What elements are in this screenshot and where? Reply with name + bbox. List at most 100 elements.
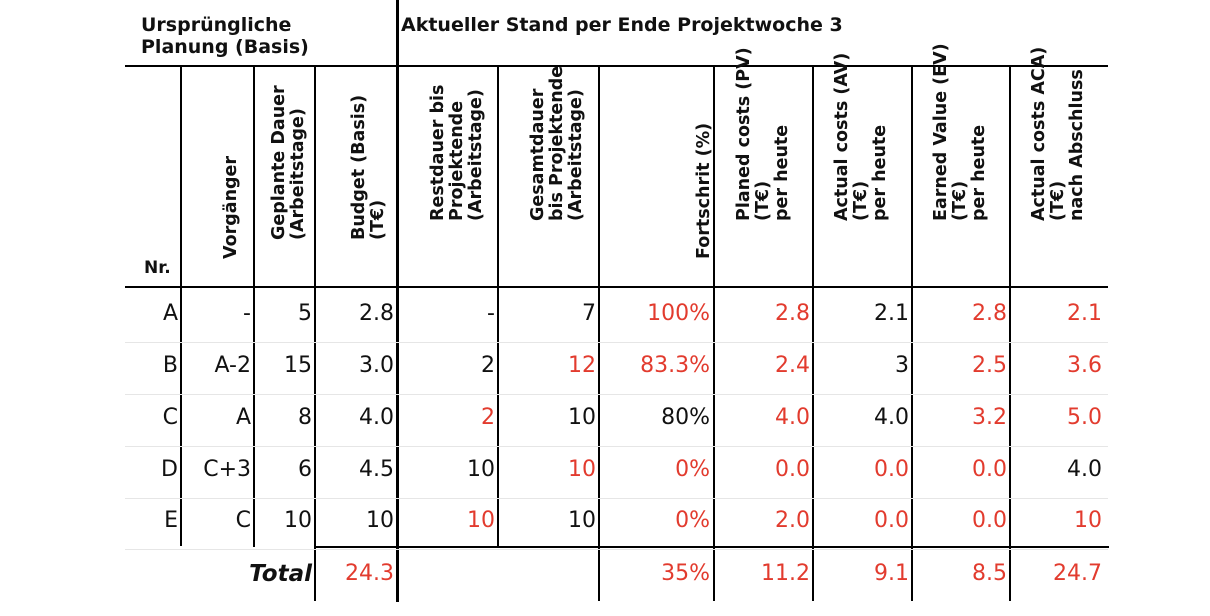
- cell-aca: 5.0: [1067, 405, 1102, 430]
- cell-gesamt: 7: [582, 301, 596, 326]
- aca-label-3: nach Abschluss: [1067, 69, 1087, 221]
- cell-rest: 10: [467, 508, 495, 533]
- total-aca: 24.7: [1053, 561, 1102, 586]
- column-header-rule: [125, 286, 1108, 288]
- av-label-1: Actual costs (AV): [832, 52, 852, 221]
- cell-gesamt: 12: [568, 353, 596, 378]
- total-budget: 24.3: [345, 561, 394, 586]
- cell-budget: 2.8: [359, 301, 394, 326]
- cell-nr: C: [162, 405, 178, 430]
- cell-budget: 10: [366, 508, 394, 533]
- cell-dauer: 6: [298, 457, 312, 482]
- current-status-header: Aktueller Stand per Ende Projektwoche 3: [401, 14, 843, 36]
- basis-header-line2: Planung (Basis): [141, 36, 309, 58]
- col-line-3: [314, 66, 316, 601]
- row-separator: [125, 549, 1108, 550]
- av-label-3: per heute: [870, 124, 890, 221]
- budget-label-2: (T€): [368, 199, 388, 240]
- gesamt-label-2: bis Projektende: [547, 65, 567, 221]
- cell-ev: 2.8: [972, 301, 1007, 326]
- ev-label-1: Earned Value (EV): [931, 43, 951, 221]
- column-header-budget: Budget (Basis) (T€): [345, 70, 395, 282]
- column-header-nr: Nr.: [144, 258, 171, 278]
- cell-gesamt: 10: [568, 457, 596, 482]
- cell-aca: 10: [1074, 508, 1102, 533]
- pv-label-3: per heute: [772, 124, 792, 221]
- cell-gesamt: 10: [568, 508, 596, 533]
- col-line-6: [598, 66, 600, 601]
- dauer-label-1: Geplante Dauer: [269, 85, 289, 240]
- cell-pv: 2.0: [775, 508, 810, 533]
- row-separator: [125, 342, 1108, 343]
- total-ev: 8.5: [972, 561, 1007, 586]
- aca-label-2: (T€): [1048, 180, 1068, 221]
- cell-gesamt: 10: [568, 405, 596, 430]
- column-header-gesamtdauer: Gesamtdauer bis Projektende (Arbeitstage…: [525, 66, 586, 282]
- cell-rest: 2: [481, 353, 495, 378]
- basis-header-line1: Ursprüngliche: [141, 14, 292, 36]
- cell-vorg: A: [235, 405, 251, 430]
- column-header-av: Actual costs (AV) (T€) per heute: [823, 53, 903, 282]
- fortschritt-label: Fortschrit (%): [694, 122, 714, 259]
- budget-label-1: Budget (Basis): [349, 94, 369, 240]
- total-fortschritt: 35%: [661, 561, 710, 586]
- cell-fort: 0%: [675, 457, 710, 482]
- pv-label-2: (T€): [753, 180, 773, 221]
- cell-pv: 4.0: [775, 405, 810, 430]
- cell-rest: 2: [481, 405, 495, 430]
- cell-dauer: 5: [298, 301, 312, 326]
- cell-aca: 4.0: [1067, 457, 1102, 482]
- column-header-vorgaenger: Vorgänger: [212, 70, 252, 282]
- cell-aca: 3.6: [1067, 353, 1102, 378]
- col-line-1: [180, 66, 182, 546]
- group-divider: [396, 0, 399, 602]
- cell-fort: 0%: [675, 508, 710, 533]
- column-header-fortschritt: Fortschrit (%): [690, 70, 720, 282]
- total-label: Total: [249, 561, 312, 587]
- col-line-8: [812, 66, 814, 601]
- gesamt-label-1: Gesamtdauer: [528, 88, 548, 221]
- cell-rest: -: [487, 301, 495, 326]
- column-header-dauer: Geplante Dauer (Arbeitstage): [265, 70, 315, 282]
- column-header-ev: Earned Value (EV) (T€) per heute: [922, 43, 1002, 282]
- cell-aca: 2.1: [1067, 301, 1102, 326]
- cell-fort: 100%: [647, 301, 710, 326]
- cell-budget: 3.0: [359, 353, 394, 378]
- dauer-label-2: (Arbeitstage): [288, 108, 308, 240]
- col-line-5: [497, 66, 499, 547]
- rest-label-2: Projektende: [447, 100, 467, 221]
- cell-vorg: C+3: [203, 457, 251, 482]
- cell-ev: 2.5: [972, 353, 1007, 378]
- total-av: 9.1: [874, 561, 909, 586]
- ev-label-2: (T€): [950, 180, 970, 221]
- cell-pv: 2.4: [775, 353, 810, 378]
- cell-pv: 2.8: [775, 301, 810, 326]
- total-pv: 11.2: [761, 561, 810, 586]
- cell-ev: 0.0: [972, 508, 1007, 533]
- column-header-restdauer: Restdauer bis Projektende (Arbeitstage): [425, 70, 486, 282]
- row-separator: [125, 498, 1108, 499]
- vorgaenger-label: Vorgänger: [221, 155, 241, 259]
- cell-av: 0.0: [874, 457, 909, 482]
- ev-label-3: per heute: [969, 124, 989, 221]
- cell-nr: D: [161, 457, 178, 482]
- cell-av: 4.0: [874, 405, 909, 430]
- cell-vorg: A-2: [214, 353, 251, 378]
- cell-dauer: 15: [284, 353, 312, 378]
- header-rule: [125, 65, 1108, 67]
- cell-rest: 10: [467, 457, 495, 482]
- row-separator: [125, 446, 1108, 447]
- col-line-7: [713, 66, 715, 601]
- cell-budget: 4.5: [359, 457, 394, 482]
- col-line-9: [911, 66, 913, 601]
- rest-label-1: Restdauer bis: [428, 84, 448, 221]
- cell-vorg: -: [243, 301, 251, 326]
- cell-fort: 80%: [661, 405, 710, 430]
- cell-dauer: 10: [284, 508, 312, 533]
- column-header-pv: Planed costs (PV) (T€) per heute: [725, 47, 805, 282]
- cell-ev: 3.2: [972, 405, 1007, 430]
- av-label-2: (T€): [851, 180, 871, 221]
- gesamt-label-3: (Arbeitstage): [566, 89, 586, 221]
- row-separator: [125, 394, 1108, 395]
- cell-dauer: 8: [298, 405, 312, 430]
